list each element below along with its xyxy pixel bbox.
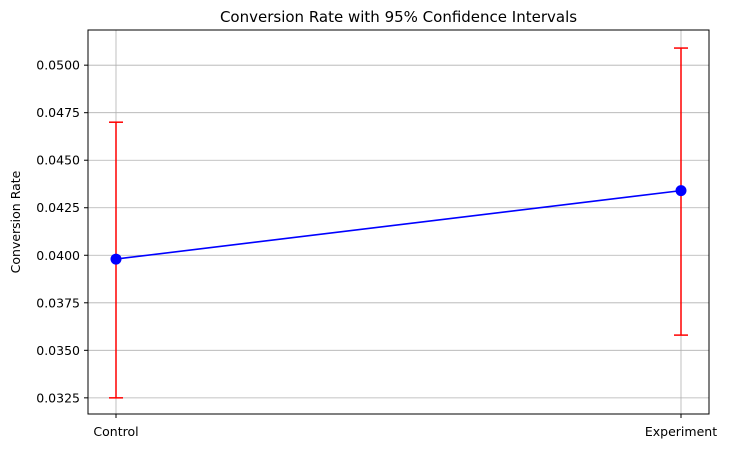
grid-lines bbox=[88, 30, 709, 414]
series-layer bbox=[109, 47, 688, 399]
data-point bbox=[110, 253, 122, 265]
y-axis-label: Conversion Rate bbox=[8, 170, 23, 273]
chart-title: Conversion Rate with 95% Confidence Inte… bbox=[220, 8, 577, 26]
y-tick-label: 0.0425 bbox=[36, 200, 80, 215]
axis-ticks: 0.0325 0.0350 0.0375 0.0400 0.0425 0.0450 0.04… bbox=[36, 58, 717, 439]
series-line bbox=[115, 189, 682, 260]
y-tick-label: 0.0475 bbox=[36, 105, 80, 120]
plot-area-frame bbox=[87, 29, 710, 415]
y-tick-label: 0.0350 bbox=[36, 343, 80, 358]
x-tick-label: Control bbox=[93, 424, 138, 439]
y-tick-label: 0.0325 bbox=[36, 390, 80, 405]
y-tick-label: 0.0450 bbox=[36, 153, 80, 168]
y-tick-label: 0.0500 bbox=[36, 58, 80, 73]
y-tick-label: 0.0375 bbox=[36, 295, 80, 310]
y-tick-label: 0.0400 bbox=[36, 248, 80, 263]
data-point bbox=[675, 185, 687, 197]
x-tick-label: Experiment bbox=[645, 424, 717, 439]
